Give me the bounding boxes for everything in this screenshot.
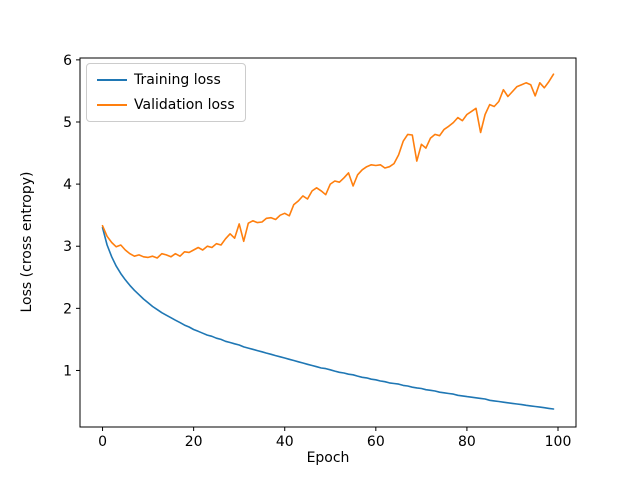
x-axis-label: Epoch bbox=[306, 450, 350, 466]
x-tick-label: 0 bbox=[98, 434, 107, 450]
x-tick-label: 40 bbox=[276, 434, 294, 450]
y-tick-label: 1 bbox=[63, 363, 72, 379]
plot-frame bbox=[79, 57, 577, 428]
x-tick-label: 80 bbox=[458, 434, 476, 450]
y-tick-label: 6 bbox=[63, 53, 72, 69]
legend: Training loss Validation loss bbox=[86, 63, 246, 122]
validation-loss-line bbox=[101, 73, 555, 259]
x-tick-label: 100 bbox=[545, 434, 572, 450]
x-tick-label: 20 bbox=[185, 434, 203, 450]
y-tick-label: 4 bbox=[63, 177, 72, 193]
legend-label-validation-loss: Validation loss bbox=[134, 96, 235, 113]
legend-entry-validation-loss: Validation loss bbox=[97, 92, 235, 117]
y-tick-label: 2 bbox=[63, 301, 72, 317]
training-loss-line bbox=[101, 226, 555, 410]
legend-entry-training-loss: Training loss bbox=[97, 67, 235, 92]
validation-loss-line-swatch bbox=[97, 103, 127, 106]
y-axis-label: Loss (cross entropy) bbox=[19, 171, 35, 313]
x-tick-label: 60 bbox=[367, 434, 385, 450]
y-tick-label: 3 bbox=[63, 239, 72, 255]
y-tick-label: 5 bbox=[63, 115, 72, 131]
legend-label-training-loss: Training loss bbox=[134, 71, 221, 88]
training-loss-line-swatch bbox=[97, 78, 127, 81]
